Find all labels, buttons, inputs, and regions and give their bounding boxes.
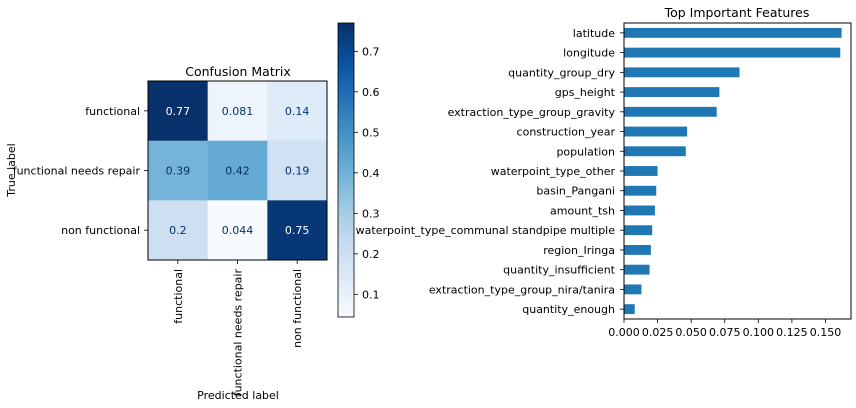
confusion-cell-label: 0.75 [285, 224, 310, 237]
y-tick-label: functional [85, 105, 140, 118]
feature-label: amount_tsh [550, 204, 615, 217]
x-tick-label: functional needs repair [232, 269, 245, 397]
feature-label: quantity_group_dry [508, 66, 615, 79]
feature-bar [624, 304, 635, 315]
x-tick-label: 0.000 [608, 326, 640, 339]
confusion-matrix-chart: Confusion Matrix 0.77 0.081 0.140.39 0.42 0.… [5, 64, 328, 402]
confusion-cell-label: 0.2 [169, 224, 187, 237]
confusion-cell [267, 140, 328, 201]
feature-label: construction_year [517, 126, 616, 139]
feature-label: region_Iringa [543, 244, 615, 257]
confusion-cell [148, 140, 209, 201]
x-tick-label: 0.125 [776, 326, 808, 339]
confusion-cell-label: 0.14 [285, 105, 310, 118]
feature-label: quantity_insufficient [503, 264, 616, 277]
colorbar: 0.1 0.2 0.3 0.4 0.5 0.6 0.7 [337, 22, 380, 318]
feature-label: gps_height [555, 86, 616, 99]
confusion-cell-label: 0.044 [222, 224, 254, 237]
feature-importance-title: Top Important Features [664, 5, 810, 20]
feature-bar [624, 146, 686, 157]
x-tick-label: non functional [291, 269, 304, 348]
feature-label: basin_Pangani [536, 185, 615, 198]
confusion-cell-label: 0.77 [166, 105, 191, 118]
colorbar-tick-label: 0.6 [362, 86, 380, 99]
feature-bar [624, 47, 841, 58]
confusion-matrix-title: Confusion Matrix [185, 64, 291, 79]
colorbar-tick-label: 0.4 [362, 167, 380, 180]
confusion-cell [207, 200, 268, 261]
confusion-cell-label: 0.19 [285, 165, 310, 178]
y-tick-label: functional needs repair [13, 165, 141, 178]
confusion-matrix-x-ticks: functional functional needs repair non fun… [172, 260, 304, 396]
feature-importance-bars [624, 27, 842, 315]
x-tick-label: 0.100 [743, 326, 775, 339]
feature-label: population [556, 145, 615, 158]
feature-label: extraction_type_group_gravity [448, 106, 616, 119]
colorbar-ticks: 0.1 0.2 0.3 0.4 0.5 0.6 0.7 [354, 45, 380, 301]
confusion-cell-label: 0.42 [225, 165, 250, 178]
colorbar-tick-label: 0.1 [362, 288, 380, 301]
y-tick-label: non functional [61, 224, 140, 237]
confusion-cell-label: 0.39 [166, 165, 191, 178]
feature-bar [624, 87, 720, 97]
feature-bar [624, 67, 740, 78]
confusion-matrix-cells [148, 81, 328, 261]
feature-bar [624, 106, 717, 117]
feature-label: latitude [573, 27, 615, 40]
confusion-matrix-ylabel: True label [5, 143, 18, 197]
feature-label: waterpoint_type_other [491, 165, 616, 178]
confusion-cell [267, 200, 328, 261]
confusion-cell [148, 200, 209, 261]
confusion-cell [207, 140, 268, 201]
confusion-matrix-xlabel: Predicted label [197, 389, 279, 402]
x-tick-label: 0.025 [642, 326, 674, 339]
x-tick-label: 0.150 [810, 326, 842, 339]
colorbar-tick-label: 0.3 [362, 207, 380, 220]
feature-bar [624, 27, 842, 38]
x-tick-label: functional [172, 269, 185, 324]
confusion-cell [207, 81, 268, 142]
colorbar-tick-label: 0.2 [362, 248, 380, 261]
feature-bar [624, 205, 655, 216]
feature-bar [624, 166, 658, 176]
confusion-matrix-y-ticks: functional functional needs repair non fun… [13, 105, 148, 237]
x-tick-label: 0.050 [675, 326, 707, 339]
colorbar-tick-label: 0.5 [362, 126, 380, 139]
confusion-matrix-cell-labels: 0.77 0.081 0.14 0.39 0.42 0.19 0.2 0.044 0.75 [166, 105, 310, 237]
feature-bar [624, 284, 642, 295]
feature-bar [624, 245, 651, 255]
feature-bar [624, 264, 650, 275]
colorbar-tick-label: 0.7 [362, 45, 380, 58]
feature-bar [624, 225, 653, 236]
feature-importance-x-ticks: 0.000 0.025 0.050 0.075 0.100 0.125 0.150 [608, 319, 841, 339]
confusion-cell [267, 81, 328, 142]
confusion-cell-label: 0.081 [222, 105, 254, 118]
x-tick-label: 0.075 [709, 326, 741, 339]
confusion-cell [148, 81, 209, 142]
feature-importance-chart: Top Important Features latitude longitude… [356, 5, 852, 339]
feature-label: waterpoint_type_communal standpipe multi… [356, 224, 616, 237]
feature-bar [624, 185, 657, 196]
feature-label: longitude [563, 47, 615, 60]
colorbar-gradient [337, 22, 355, 318]
feature-label: quantity_enough [522, 303, 615, 316]
feature-importance-y-ticks: latitude longitude quantity_group_dry gps_h… [356, 27, 624, 316]
feature-label: extraction_type_group_nira/tanira [429, 283, 615, 296]
feature-bar [624, 126, 688, 137]
